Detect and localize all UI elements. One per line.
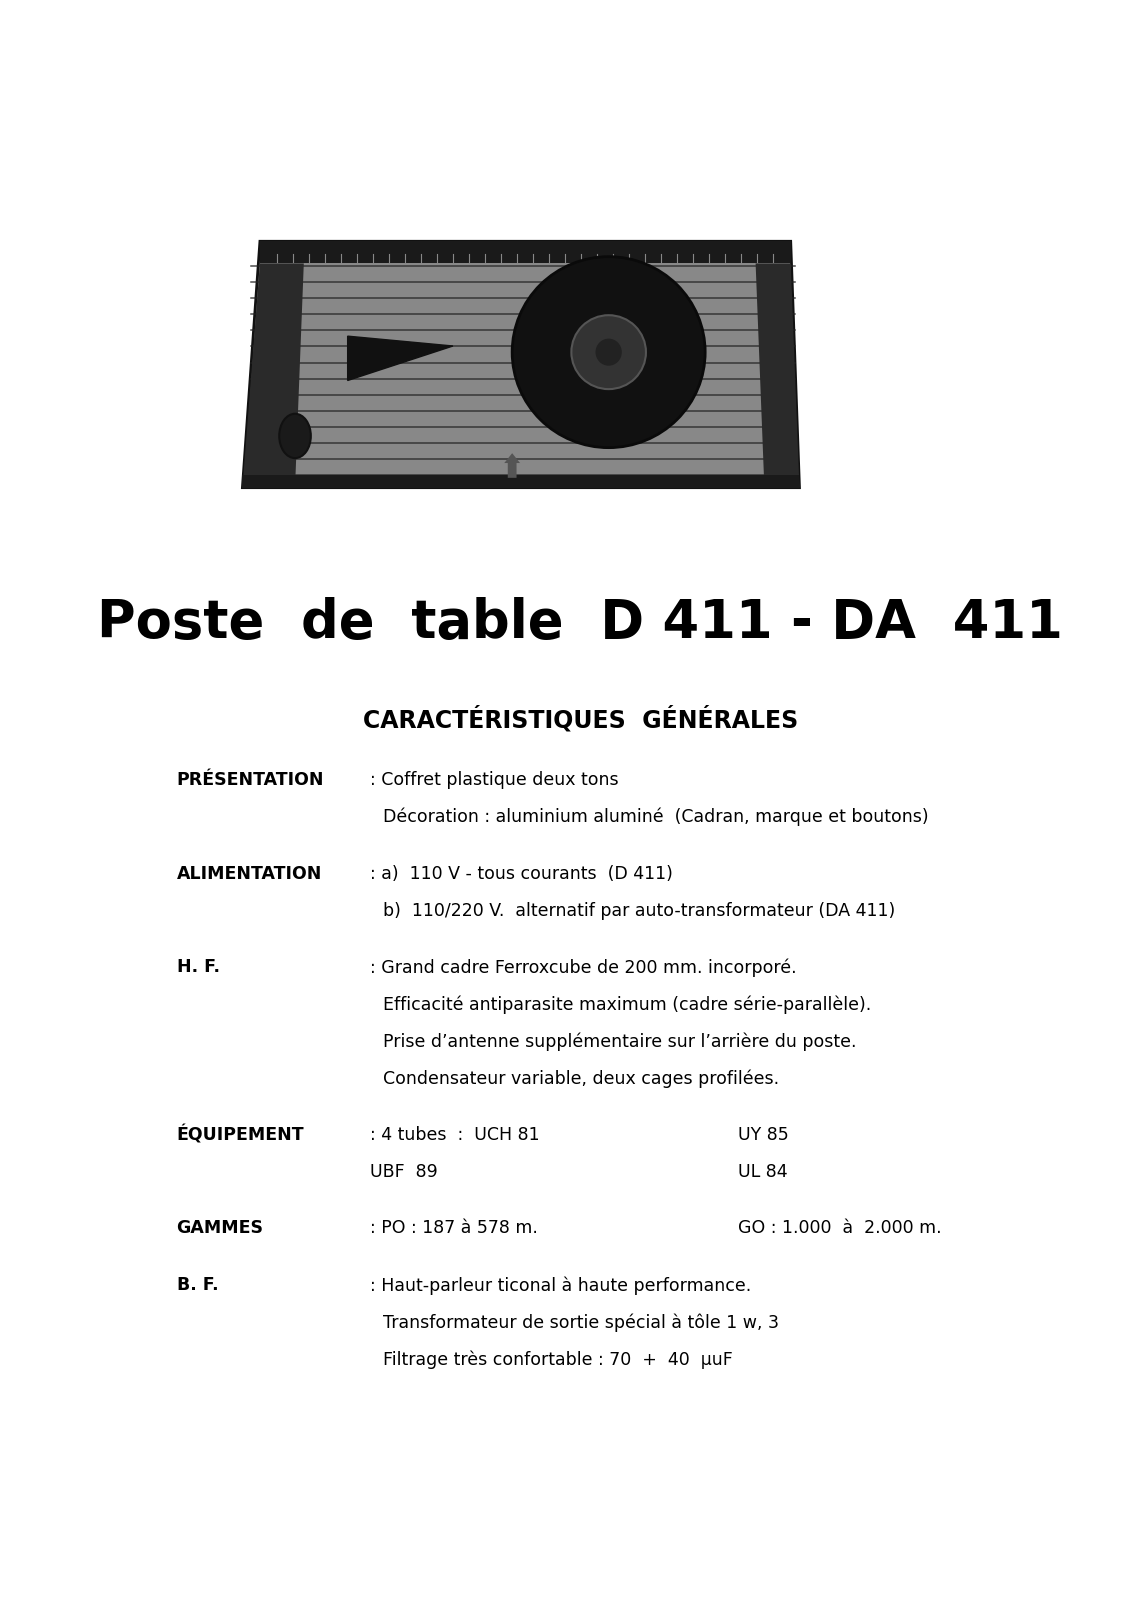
Text: GO : 1.000  à  2.000 m.: GO : 1.000 à 2.000 m. xyxy=(738,1219,942,1237)
Text: ALIMENTATION: ALIMENTATION xyxy=(177,864,321,883)
Text: : Haut-parleur ticonal à haute performance.: : Haut-parleur ticonal à haute performan… xyxy=(369,1277,751,1294)
Polygon shape xyxy=(242,242,799,488)
Text: : a)  110 V - tous courants  (D 411): : a) 110 V - tous courants (D 411) xyxy=(369,864,672,883)
Text: UBF  89: UBF 89 xyxy=(369,1163,437,1181)
Text: Efficacité antiparasite maximum (cadre série-parallèle).: Efficacité antiparasite maximum (cadre s… xyxy=(383,995,871,1014)
Text: : Grand cadre Ferroxcube de 200 mm. incorporé.: : Grand cadre Ferroxcube de 200 mm. inco… xyxy=(369,958,796,978)
Text: CARACTÉRISTIQUES  GÉNÉRALES: CARACTÉRISTIQUES GÉNÉRALES xyxy=(362,706,798,733)
Polygon shape xyxy=(348,336,453,381)
Text: GAMMES: GAMMES xyxy=(177,1219,264,1237)
Ellipse shape xyxy=(512,256,705,448)
Text: Filtrage très confortable : 70  +  40  μuF: Filtrage très confortable : 70 + 40 μuF xyxy=(383,1350,732,1368)
Text: UL 84: UL 84 xyxy=(738,1163,788,1181)
FancyArrow shape xyxy=(504,453,520,478)
Polygon shape xyxy=(260,242,790,264)
Text: Transformateur de sortie spécial à tôle 1 w, 3: Transformateur de sortie spécial à tôle … xyxy=(383,1314,779,1331)
Bar xyxy=(242,475,799,488)
Ellipse shape xyxy=(572,315,646,389)
Text: B. F.: B. F. xyxy=(177,1277,218,1294)
Text: PRÉSENTATION: PRÉSENTATION xyxy=(177,771,324,789)
Polygon shape xyxy=(242,264,303,488)
Text: UY 85: UY 85 xyxy=(738,1126,789,1144)
Text: Condensateur variable, deux cages profilées.: Condensateur variable, deux cages profil… xyxy=(383,1069,779,1088)
Text: ÉQUIPEMENT: ÉQUIPEMENT xyxy=(177,1126,305,1146)
Text: b)  110/220 V.  alternatif par auto-transformateur (DA 411): b) 110/220 V. alternatif par auto-transf… xyxy=(383,902,895,920)
Text: Prise d’antenne supplémentaire sur l’arrière du poste.: Prise d’antenne supplémentaire sur l’arr… xyxy=(383,1032,856,1051)
Text: : Coffret plastique deux tons: : Coffret plastique deux tons xyxy=(369,771,618,789)
Text: : PO : 187 à 578 m.: : PO : 187 à 578 m. xyxy=(369,1219,538,1237)
Ellipse shape xyxy=(595,339,621,366)
Text: Poste  de  table  D 411 - DA  411: Poste de table D 411 - DA 411 xyxy=(97,597,1063,650)
Text: : 4 tubes  :  UCH 81: : 4 tubes : UCH 81 xyxy=(369,1126,539,1144)
Circle shape xyxy=(280,414,311,458)
Polygon shape xyxy=(756,264,799,488)
Text: H. F.: H. F. xyxy=(177,958,220,976)
Text: Décoration : aluminium aluminé  (Cadran, marque et boutons): Décoration : aluminium aluminé (Cadran, … xyxy=(383,808,928,827)
